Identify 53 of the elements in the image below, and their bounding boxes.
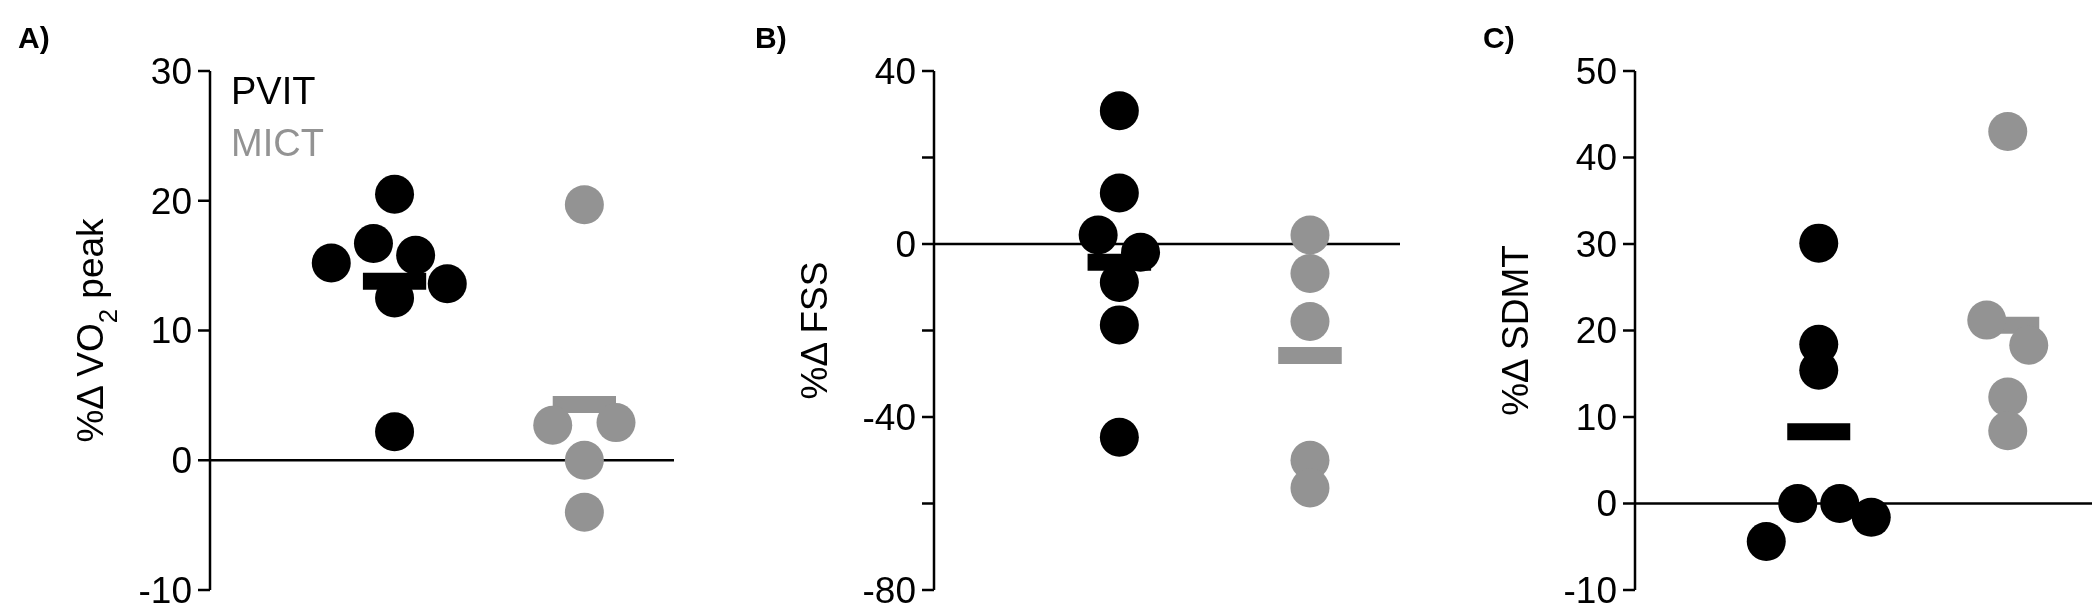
y-tick-label: 40 [1575, 137, 1617, 179]
point [1799, 223, 1839, 263]
y-tick-label: -10 [138, 569, 192, 606]
chart-title: C) [1483, 21, 1515, 54]
y-tick-label: 50 [1575, 50, 1617, 92]
point [1290, 301, 1330, 341]
y-tick-label: 20 [150, 180, 192, 222]
y-tick-label: 20 [1575, 310, 1617, 352]
point [1746, 522, 1786, 562]
point [1121, 232, 1161, 272]
legend-label: PVIT [231, 70, 316, 112]
y-tick-label: 30 [1575, 223, 1617, 265]
y-tick-label: -10 [1563, 569, 1617, 606]
point [1078, 215, 1118, 255]
point [1099, 173, 1139, 213]
point [353, 224, 393, 264]
point [1820, 484, 1860, 523]
point [375, 412, 415, 452]
y-tick-label: 30 [150, 50, 192, 92]
point [1099, 417, 1139, 457]
point [1290, 215, 1330, 255]
point [564, 440, 604, 480]
chart-title: B) [755, 21, 787, 54]
y-tick-label: -80 [862, 569, 916, 606]
point [1778, 484, 1818, 523]
point [564, 185, 604, 225]
point [427, 264, 467, 304]
point [375, 174, 415, 214]
chart-title: A) [18, 21, 50, 54]
point [2009, 325, 2049, 365]
point [1988, 377, 2028, 417]
point [311, 243, 351, 283]
y-tick-label: 10 [1575, 396, 1617, 438]
point [1290, 253, 1330, 293]
y-tick-label: 0 [171, 440, 192, 482]
y-tick-label: 0 [1596, 483, 1617, 525]
point [1988, 112, 2028, 152]
y-axis-title: %Δ FSS [794, 261, 835, 400]
point [1099, 305, 1139, 345]
point [396, 235, 436, 275]
point [1988, 411, 2028, 451]
y-tick-label: 0 [895, 223, 916, 265]
point [533, 405, 573, 445]
point [1967, 300, 2007, 340]
y-tick-label: 10 [150, 310, 192, 352]
point [564, 492, 604, 532]
point [1099, 91, 1139, 131]
y-tick-label: 40 [874, 50, 916, 92]
y-axis-title: %Δ SDMT [1495, 245, 1536, 416]
y-tick-label: -40 [862, 396, 916, 438]
point [596, 403, 636, 443]
text: MICT [231, 122, 324, 164]
point [1851, 497, 1891, 537]
